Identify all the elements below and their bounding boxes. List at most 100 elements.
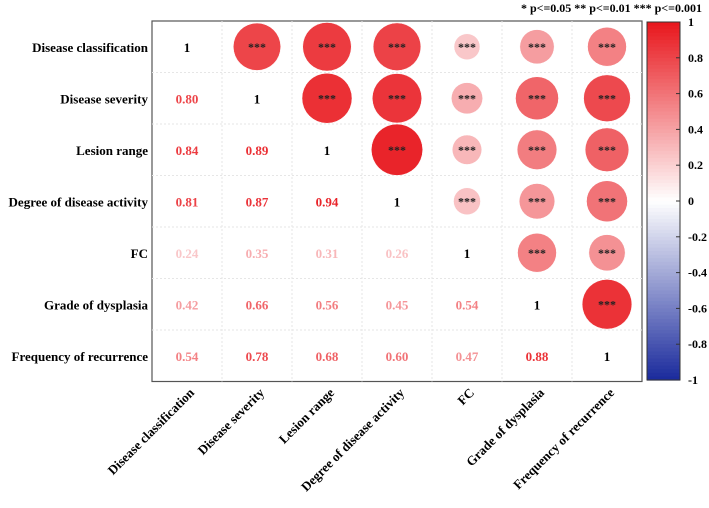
correlation-value: 0.87 bbox=[246, 194, 269, 209]
colorbar-segment bbox=[647, 283, 680, 288]
column-label: Disease severity bbox=[194, 385, 267, 458]
correlation-circle bbox=[301, 72, 353, 124]
correlation-circle bbox=[372, 22, 422, 71]
colorbar-segment bbox=[647, 211, 680, 216]
colorbar-segment bbox=[647, 340, 680, 345]
correlation-circle bbox=[372, 73, 422, 124]
colorbar-segment bbox=[647, 351, 680, 356]
significance-mark: *** bbox=[458, 143, 476, 157]
colorbar-segment bbox=[647, 315, 680, 320]
colorbar-segment bbox=[647, 344, 680, 349]
colorbar-segment bbox=[647, 347, 680, 352]
colorbar-segment bbox=[647, 215, 680, 220]
colorbar-segment bbox=[647, 90, 680, 95]
colorbar-segment bbox=[647, 308, 680, 313]
diagonal-value: 1 bbox=[604, 349, 611, 364]
correlation-value: 0.35 bbox=[246, 246, 269, 261]
correlation-value: 0.94 bbox=[316, 194, 339, 209]
colorbar-segment bbox=[647, 290, 680, 295]
colorbar-tick-label: 0.8 bbox=[688, 51, 703, 65]
colorbar-tick-label: -0.4 bbox=[688, 266, 707, 280]
colorbar-segment bbox=[647, 29, 680, 34]
colorbar-segment bbox=[647, 61, 680, 66]
significance-mark: *** bbox=[458, 91, 476, 105]
colorbar-segment bbox=[647, 276, 680, 281]
colorbar-segment bbox=[647, 22, 680, 27]
colorbar-segment bbox=[647, 129, 680, 134]
correlation-value: 0.54 bbox=[176, 349, 199, 364]
colorbar-tick-label: -1 bbox=[688, 373, 698, 387]
row-label: FC bbox=[131, 246, 148, 261]
correlation-circle bbox=[451, 134, 483, 165]
colorbar-segment bbox=[647, 183, 680, 188]
colorbar-segment bbox=[647, 301, 680, 306]
colorbar-segment bbox=[647, 251, 680, 256]
diagonal-value: 1 bbox=[464, 246, 471, 261]
correlation-value: 0.26 bbox=[386, 246, 409, 261]
correlation-circle bbox=[453, 187, 481, 216]
correlation-circle bbox=[584, 127, 630, 172]
colorbar-segment bbox=[647, 279, 680, 284]
colorbar-tick-label: 0.6 bbox=[688, 87, 703, 101]
colorbar-segment bbox=[647, 82, 680, 88]
colorbar-segment bbox=[647, 79, 680, 84]
row-label: Lesion range bbox=[76, 143, 148, 158]
row-label: Disease classification bbox=[32, 40, 149, 55]
colorbar-segment bbox=[647, 47, 680, 52]
colorbar-segment bbox=[647, 208, 680, 213]
column-label: Disease classification bbox=[105, 384, 198, 477]
significance-mark: *** bbox=[528, 194, 546, 208]
column-label: FC bbox=[454, 385, 477, 408]
colorbar-segment bbox=[647, 140, 680, 145]
colorbar-segment bbox=[647, 204, 680, 209]
correlation-value: 0.89 bbox=[246, 143, 269, 158]
correlation-circle bbox=[451, 82, 483, 115]
colorbar-segment bbox=[647, 329, 680, 335]
significance-mark: *** bbox=[528, 143, 546, 157]
row-label: Grade of dysplasia bbox=[44, 297, 149, 312]
colorbar-segment bbox=[647, 168, 680, 173]
colorbar-segment bbox=[647, 32, 680, 37]
correlation-circle bbox=[516, 129, 558, 170]
correlation-value: 0.24 bbox=[176, 246, 199, 261]
significance-legend: * p<=0.05 ** p<=0.01 *** p<=0.001 bbox=[521, 1, 702, 15]
colorbar-segment bbox=[647, 54, 680, 59]
significance-mark: *** bbox=[598, 40, 616, 54]
colorbar-segment bbox=[647, 240, 680, 245]
colorbar-segment bbox=[647, 354, 680, 360]
colorbar-segment bbox=[647, 265, 680, 270]
colorbar-segment bbox=[647, 172, 680, 177]
correlation-value: 0.47 bbox=[456, 349, 479, 364]
row-label: Disease severity bbox=[60, 91, 148, 106]
correlation-circle bbox=[588, 234, 626, 272]
colorbar-segment bbox=[647, 115, 680, 120]
significance-mark: *** bbox=[318, 40, 336, 54]
colorbar-segment bbox=[647, 326, 680, 331]
significance-mark: *** bbox=[528, 40, 546, 54]
colorbar-segment bbox=[647, 226, 680, 231]
colorbar-segment bbox=[647, 190, 680, 195]
colorbar-segment bbox=[647, 269, 680, 274]
colorbar-segment bbox=[647, 197, 680, 202]
colorbar-segment bbox=[647, 258, 680, 263]
correlation-circle bbox=[586, 180, 628, 223]
colorbar-segment bbox=[647, 150, 680, 156]
colorbar-segment bbox=[647, 229, 680, 234]
diagonal-value: 1 bbox=[324, 143, 331, 158]
colorbar-segment bbox=[647, 100, 680, 105]
colorbar-segment bbox=[647, 254, 680, 259]
correlation-circle bbox=[518, 183, 556, 220]
colorbar-segment bbox=[647, 111, 680, 116]
correlation-value: 0.81 bbox=[176, 194, 199, 209]
row-label: Degree of disease activity bbox=[9, 194, 149, 209]
colorbar-segment bbox=[647, 25, 680, 30]
colorbar-segment bbox=[647, 243, 680, 249]
colorbar-segment bbox=[647, 193, 680, 199]
colorbar-segment bbox=[647, 68, 680, 73]
correlation-value: 0.68 bbox=[316, 349, 339, 364]
colorbar-tick-label: -0.6 bbox=[688, 301, 707, 315]
correlation-value: 0.78 bbox=[246, 349, 269, 364]
colorbar-segment bbox=[647, 43, 680, 48]
colorbar-segment bbox=[647, 175, 680, 181]
